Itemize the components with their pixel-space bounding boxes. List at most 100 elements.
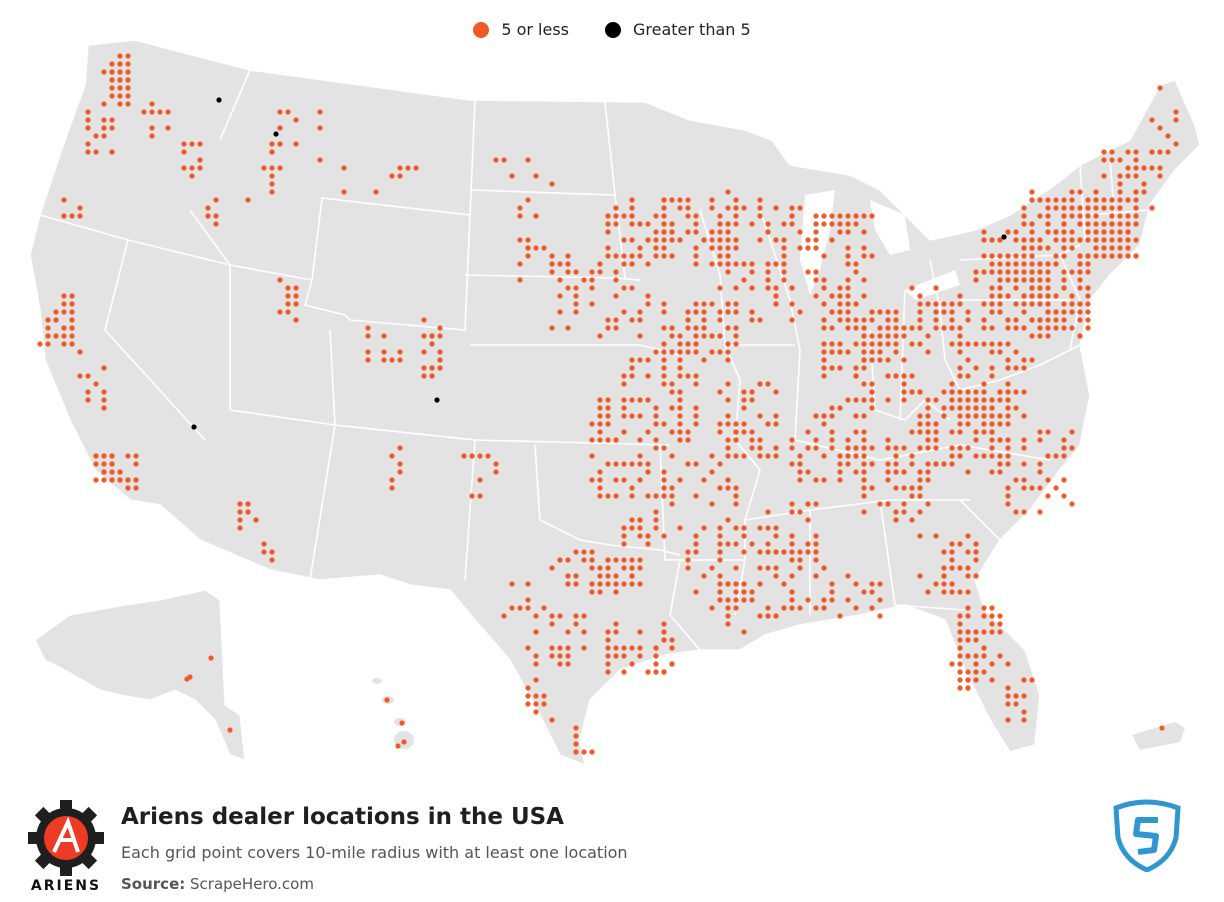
- dealer-dot: [693, 413, 699, 419]
- dealer-dot: [789, 605, 795, 611]
- dealer-dot: [1021, 253, 1027, 259]
- dealer-dot: [637, 477, 643, 483]
- dealer-dot: [997, 453, 1003, 459]
- dealer-dot: [821, 413, 827, 419]
- dealer-dot: [1013, 277, 1019, 283]
- dealer-dot: [957, 565, 963, 571]
- dealer-dot: [269, 149, 275, 155]
- dealer-dot: [725, 437, 731, 443]
- dealer-dot: [813, 437, 819, 443]
- dealer-dot: [597, 437, 603, 443]
- dealer-dot: [789, 509, 795, 515]
- dealer-dot: [837, 477, 843, 483]
- dealer-dot: [517, 213, 523, 219]
- dealer-dot: [1061, 269, 1067, 275]
- dealer-dot: [765, 229, 771, 235]
- dealer-dot: [965, 677, 971, 683]
- dealer-dot: [613, 653, 619, 659]
- dealer-dot: [1013, 701, 1019, 707]
- dealer-dot: [805, 597, 811, 603]
- dealer-dot: [549, 181, 555, 187]
- dealer-dot: [317, 157, 323, 163]
- dealer-dot: [1005, 341, 1011, 347]
- dealer-dot: [965, 589, 971, 595]
- dealer-dot: [957, 421, 963, 427]
- dealer-dot: [893, 469, 899, 475]
- dealer-dot: [549, 717, 555, 723]
- dealer-dot: [117, 69, 123, 75]
- dealer-dot: [1005, 453, 1011, 459]
- dealer-dot: [1005, 277, 1011, 283]
- dealer-dot: [941, 573, 947, 579]
- dealer-dot: [661, 205, 667, 211]
- dealer-dot: [621, 477, 627, 483]
- dealer-dot: [685, 461, 691, 467]
- dealer-dot: [965, 469, 971, 475]
- dealer-dot: [621, 261, 627, 267]
- dealer-dot: [629, 221, 635, 227]
- dealer-dot: [997, 613, 1003, 619]
- dealer-dot: [1021, 277, 1027, 283]
- dealer-dot: [733, 437, 739, 443]
- dealer-dot: [1021, 477, 1027, 483]
- dealer-dot: [773, 573, 779, 579]
- dealer-dot: [1005, 717, 1011, 723]
- dealer-dot: [717, 237, 723, 243]
- dealer-dot: [269, 165, 275, 171]
- dealer-dot: [957, 405, 963, 411]
- dealer-dot: [861, 213, 867, 219]
- dealer-dot: [981, 453, 987, 459]
- dealer-dot: [949, 341, 955, 347]
- dealer-dot: [1013, 365, 1019, 371]
- dealer-dot: [613, 629, 619, 635]
- dealer-dot: [877, 597, 883, 603]
- dealer-dot: [533, 613, 539, 619]
- source-line: Source: ScrapeHero.com: [121, 875, 314, 893]
- dealer-dot: [1061, 237, 1067, 243]
- dealer-dot: [1077, 301, 1083, 307]
- dealer-dot: [757, 237, 763, 243]
- dealer-dot: [1077, 269, 1083, 275]
- dealer-dot: [893, 309, 899, 315]
- dealer-dot: [621, 645, 627, 651]
- dealer-dot: [208, 655, 214, 661]
- dealer-dot: [789, 213, 795, 219]
- dealer-dot: [605, 653, 611, 659]
- dealer-dot: [1021, 509, 1027, 515]
- dealer-dot: [757, 213, 763, 219]
- dealer-dot: [901, 485, 907, 491]
- dealer-dot: [645, 397, 651, 403]
- dealer-dot: [709, 565, 715, 571]
- dealer-dot: [1021, 213, 1027, 219]
- dealer-dot: [69, 213, 75, 219]
- dealer-dot: [637, 437, 643, 443]
- dealer-dot: [101, 69, 107, 75]
- dealer-dot: [677, 437, 683, 443]
- dealer-dot: [1061, 277, 1067, 283]
- dealer-dot: [933, 445, 939, 451]
- dealer-dot: [637, 333, 643, 339]
- dealer-dot: [1069, 325, 1075, 331]
- usa-dealer-map: [29, 39, 1201, 767]
- dealer-dot: [965, 397, 971, 403]
- dealer-dot: [1021, 221, 1027, 227]
- dealer-dot: [565, 573, 571, 579]
- dealer-dot: [917, 485, 923, 491]
- dealer-dot: [909, 285, 915, 291]
- dealer-dot-dense: [1001, 234, 1007, 240]
- dealer-dot: [669, 237, 675, 243]
- dealer-dot: [989, 285, 995, 291]
- dealer-dot: [389, 453, 395, 459]
- dealer-dot: [525, 581, 531, 587]
- dealer-dot: [725, 349, 731, 355]
- dealer-dot: [237, 501, 243, 507]
- dealer-dot: [1029, 333, 1035, 339]
- dealer-dot: [557, 277, 563, 283]
- dealer-dot: [869, 485, 875, 491]
- dealer-dot: [557, 613, 563, 619]
- dealer-dot: [621, 533, 627, 539]
- dealer-dot: [885, 341, 891, 347]
- ariens-brand-name: ARIENS: [30, 878, 102, 894]
- dealer-dot: [253, 517, 259, 523]
- dealer-dot: [629, 237, 635, 243]
